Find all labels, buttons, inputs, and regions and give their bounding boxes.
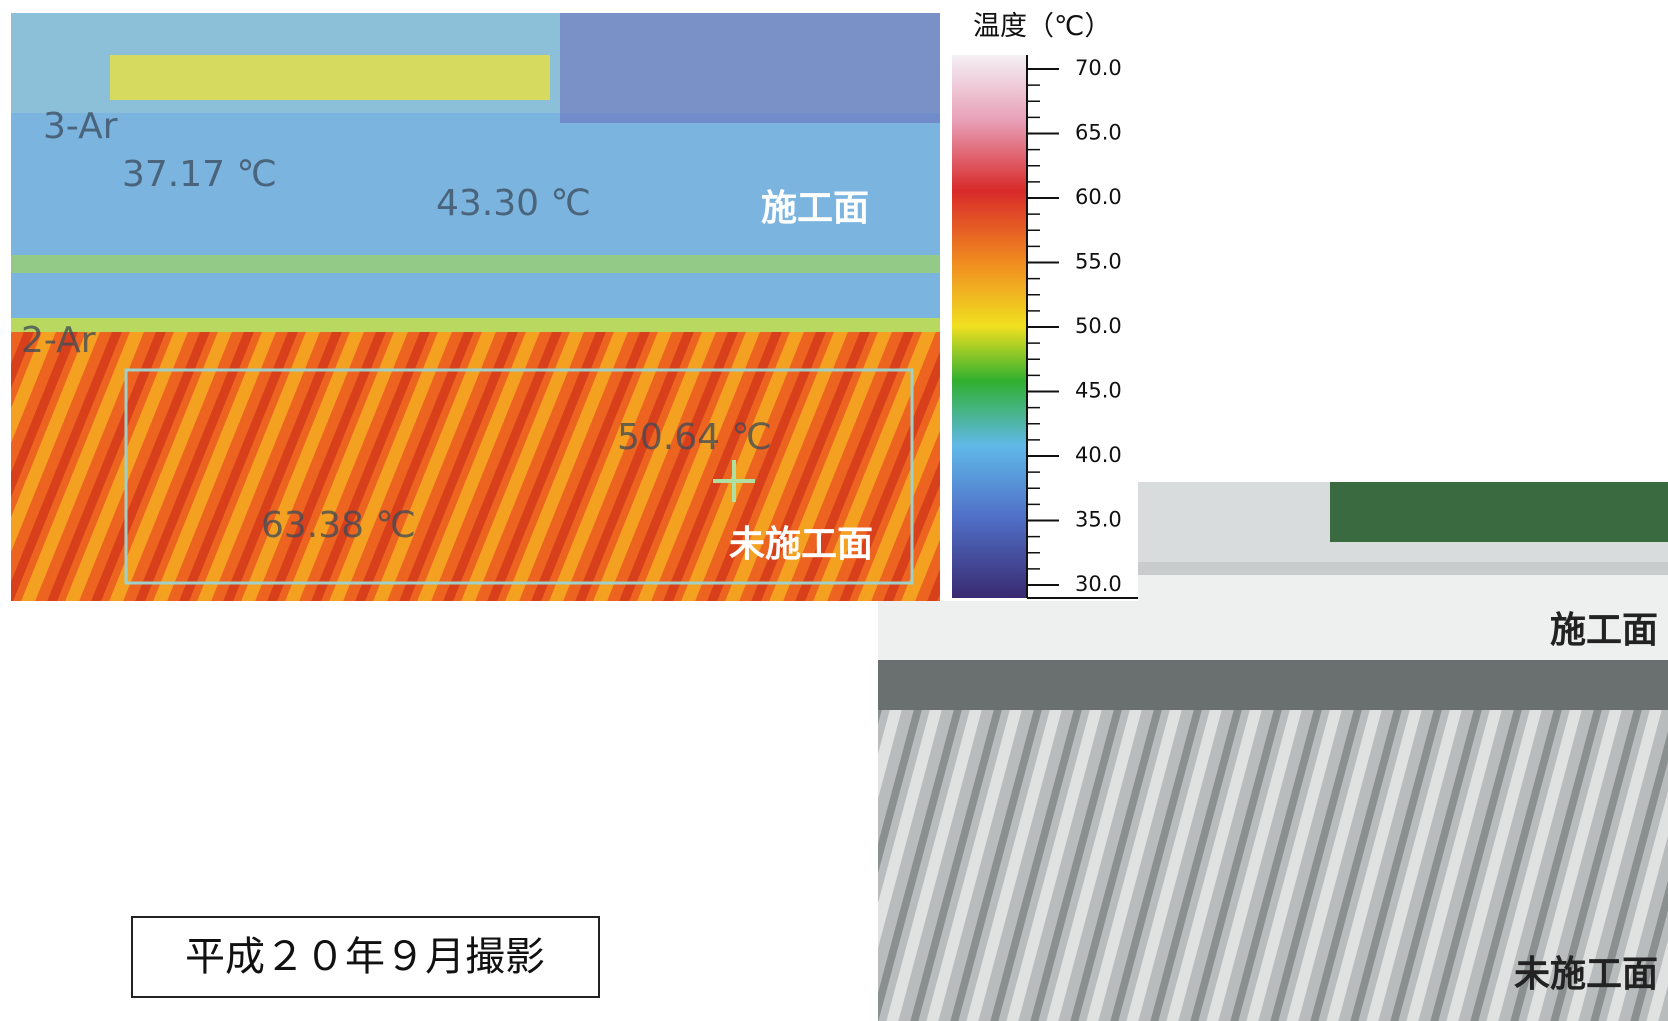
scale-tick-label: 60.0 bbox=[1075, 185, 1122, 209]
zone-label: 2-Ar bbox=[21, 320, 96, 361]
caption: 平成２０年９月撮影 bbox=[185, 934, 545, 980]
temperature-reading: 50.64 ℃ bbox=[617, 417, 772, 458]
caption-box bbox=[131, 916, 600, 998]
zone-label: 3-Ar bbox=[43, 106, 118, 147]
untreated-label: 未施工面 bbox=[729, 524, 873, 565]
thermal-image: 3-Ar 2-Ar 37.17 ℃ 43.30 ℃ 50.64 ℃ 63.38 … bbox=[11, 13, 940, 601]
temperature-reading: 43.30 ℃ bbox=[436, 183, 591, 224]
scale-tick-label: 35.0 bbox=[1075, 508, 1122, 532]
scale-tick-label: 70.0 bbox=[1075, 56, 1122, 80]
photo-untreated-label: 未施工面 bbox=[1514, 954, 1658, 995]
scale-tick-label: 45.0 bbox=[1075, 379, 1122, 403]
photo-treated-label: 施工面 bbox=[1550, 610, 1658, 651]
scale-tick-label: 55.0 bbox=[1075, 250, 1122, 274]
scale-tick-label: 30.0 bbox=[1075, 572, 1122, 596]
scale-title: 温度（℃） bbox=[973, 11, 1111, 42]
scale-tick-label: 50.0 bbox=[1075, 314, 1122, 338]
scale-tick-label: 40.0 bbox=[1075, 443, 1122, 467]
scale-tick-label: 65.0 bbox=[1075, 121, 1122, 145]
color-scale: 温度（℃） 70.0 65.0 60.0 55.0 50.0 45.0 40.0 35.0 30… bbox=[952, 11, 1138, 599]
temperature-reading: 37.17 ℃ bbox=[122, 154, 277, 195]
treated-label: 施工面 bbox=[761, 188, 869, 229]
temperature-reading: 63.38 ℃ bbox=[261, 505, 416, 546]
